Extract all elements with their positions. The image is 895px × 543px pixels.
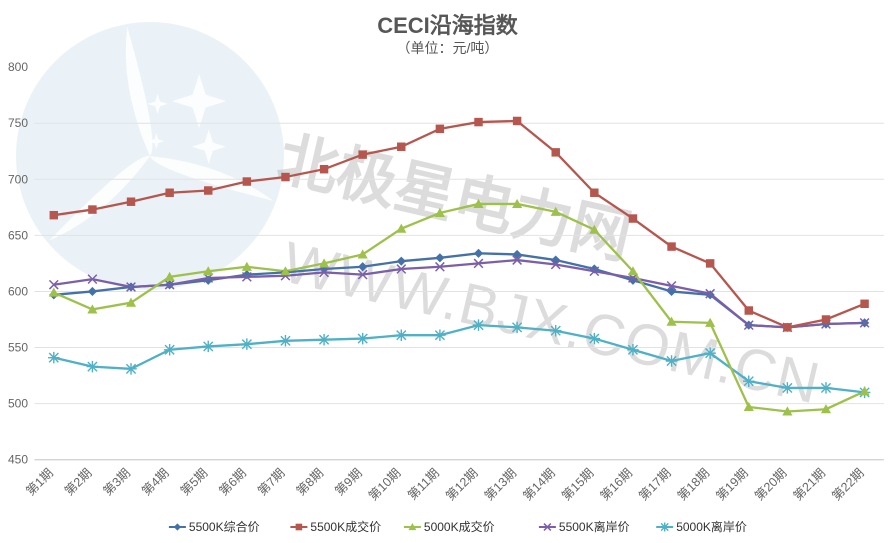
svg-text:700: 700 [8,172,28,186]
svg-text:第1期: 第1期 [23,466,55,498]
svg-text:500: 500 [8,397,28,411]
svg-text:5500K成交价: 5500K成交价 [310,519,381,534]
svg-text:5500K综合价: 5500K综合价 [189,519,260,534]
svg-text:第6期: 第6期 [216,466,248,498]
svg-text:第2期: 第2期 [62,466,94,498]
svg-text:750: 750 [8,116,28,130]
svg-text:第12期: 第12期 [443,466,480,503]
svg-text:第13期: 第13期 [482,466,519,503]
svg-text:第16期: 第16期 [598,466,635,503]
svg-text:第10期: 第10期 [366,466,403,503]
svg-text:第15期: 第15期 [559,466,596,503]
svg-text:第9期: 第9期 [332,466,364,498]
svg-text:第17期: 第17期 [636,466,673,503]
svg-text:第22期: 第22期 [829,466,866,503]
svg-text:第14期: 第14期 [520,466,557,503]
svg-text:第11期: 第11期 [405,466,442,503]
svg-text:5500K离岸价: 5500K离岸价 [559,519,630,534]
svg-text:第4期: 第4期 [139,466,171,498]
svg-text:第3期: 第3期 [101,466,133,498]
svg-text:5000K成交价: 5000K成交价 [424,519,495,534]
svg-text:450: 450 [8,453,28,467]
svg-text:第18期: 第18期 [675,466,712,503]
svg-text:5000K离岸价: 5000K离岸价 [676,519,747,534]
svg-text:600: 600 [8,284,28,298]
svg-text:第8期: 第8期 [294,466,326,498]
svg-text:550: 550 [8,341,28,355]
svg-text:第19期: 第19期 [713,466,750,503]
svg-text:第7期: 第7期 [255,466,287,498]
svg-text:第21期: 第21期 [791,466,828,503]
svg-text:650: 650 [8,228,28,242]
svg-text:第20期: 第20期 [752,466,789,503]
svg-text:第5期: 第5期 [178,466,210,498]
svg-text:800: 800 [8,60,28,74]
